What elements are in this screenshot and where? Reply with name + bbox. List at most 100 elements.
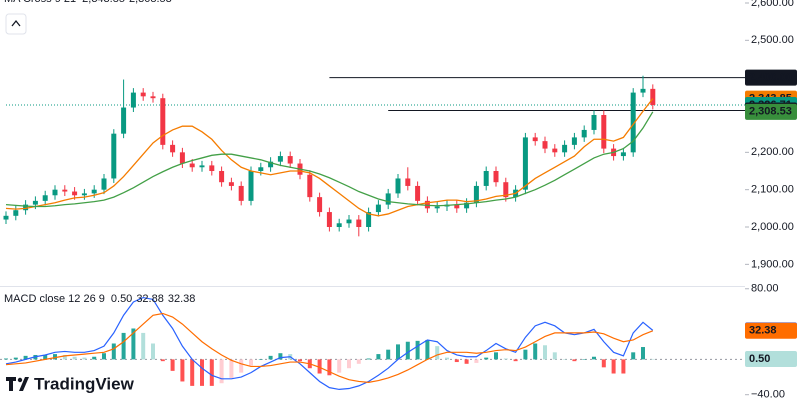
collapse-button[interactable] [5,13,27,35]
y-tick-label: 2,200.00 [751,146,794,158]
logo-dot [17,377,23,383]
candle-body [356,219,362,228]
moving-average [5,98,654,217]
candle-body [326,212,332,228]
candle-body [464,202,470,209]
candle-body [454,204,460,209]
candle-body [189,163,195,168]
logo: TradingView [6,374,135,393]
price-marker-label: 32.38 [749,325,777,337]
histogram-bar [53,354,57,360]
histogram-bar [209,359,214,386]
candle-body [562,144,568,153]
candle-body [62,189,68,192]
candle-body [3,215,9,220]
candle-body [601,114,607,149]
histogram-bar [239,359,244,373]
candle-body [160,98,166,145]
logo-icon [6,377,29,391]
indicator-title: MACD close 12 26 9 [4,293,105,305]
price-marker [745,322,797,339]
histogram-bar [347,359,351,369]
candle-body [277,156,283,162]
candle-body [111,133,117,179]
histogram-bar [111,343,116,360]
y-tick-label: 1,900.00 [751,258,794,270]
candle-body [366,212,372,228]
histogram-bar [160,359,165,362]
macd-line [5,312,654,383]
price-marker [745,103,797,120]
histogram-bar [121,332,126,360]
histogram-bar [102,353,106,360]
candle-body [532,137,538,142]
histogram-bar [278,353,283,360]
histogram-bar [386,349,391,360]
candle-body [199,165,205,168]
histogram-bar [62,354,67,360]
moving-average [5,111,654,208]
candle-body [424,200,430,209]
candle-body [346,219,352,224]
legend-value: 32.88 [136,293,164,305]
histogram-bar [72,356,77,360]
collapse-icon [11,19,21,27]
histogram-bar [180,359,185,382]
histogram-bar [464,359,469,364]
histogram-bar [43,354,48,360]
histogram-bar [601,359,606,368]
histogram-bar [268,355,273,360]
price-marker-label: 0.50 [749,353,770,365]
candle-body [228,182,234,186]
histogram-bar [92,356,97,360]
candle-body [571,137,577,145]
histogram-bar [435,346,440,360]
price-marker [745,350,797,367]
histogram-bar [190,359,195,386]
candle-body [13,210,19,216]
candle-body [630,92,636,153]
candle-body [522,137,528,190]
candle-body [91,189,97,194]
price-marker-label: 2,308.53 [749,106,792,118]
candle-body [395,178,401,194]
histogram-bar [13,357,18,360]
histogram-bar [631,352,636,360]
histogram-bar [572,359,577,362]
histogram-bar [4,358,8,360]
histogram-bar [503,358,508,360]
candle-body [287,156,293,164]
histogram-bar [523,349,528,360]
y-tick-label: 80.00 [751,283,779,295]
histogram-bar [425,339,430,360]
histogram-bar [151,343,155,360]
candle-body [503,182,509,198]
candle-body [72,191,78,196]
histogram-bar [337,359,342,373]
candle-body [307,174,313,198]
candle-body [317,197,323,213]
histogram-bar [82,357,87,360]
y-tick-label: 2,600.00 [751,0,794,9]
histogram-bar [552,352,557,360]
legend-value: 2,343.85 [82,0,125,5]
histogram-bar [396,344,400,360]
candle-body [542,141,548,149]
histogram-bar [376,354,381,360]
histogram-bar [454,359,459,363]
candle-body [405,178,411,186]
histogram-bar [641,347,645,360]
candle-body [23,204,29,211]
legend-value: 32.38 [168,293,196,305]
y-tick-label: 2,100.00 [751,184,794,196]
histogram-bar [415,340,420,360]
candle-body [591,114,597,130]
candle-body [473,185,479,203]
candle-body [258,167,264,172]
histogram-bar [229,359,234,378]
candle-body [581,129,587,138]
candle-body [434,206,440,209]
histogram-bar [445,357,449,360]
price-marker [745,69,797,86]
candle-body [209,165,215,172]
